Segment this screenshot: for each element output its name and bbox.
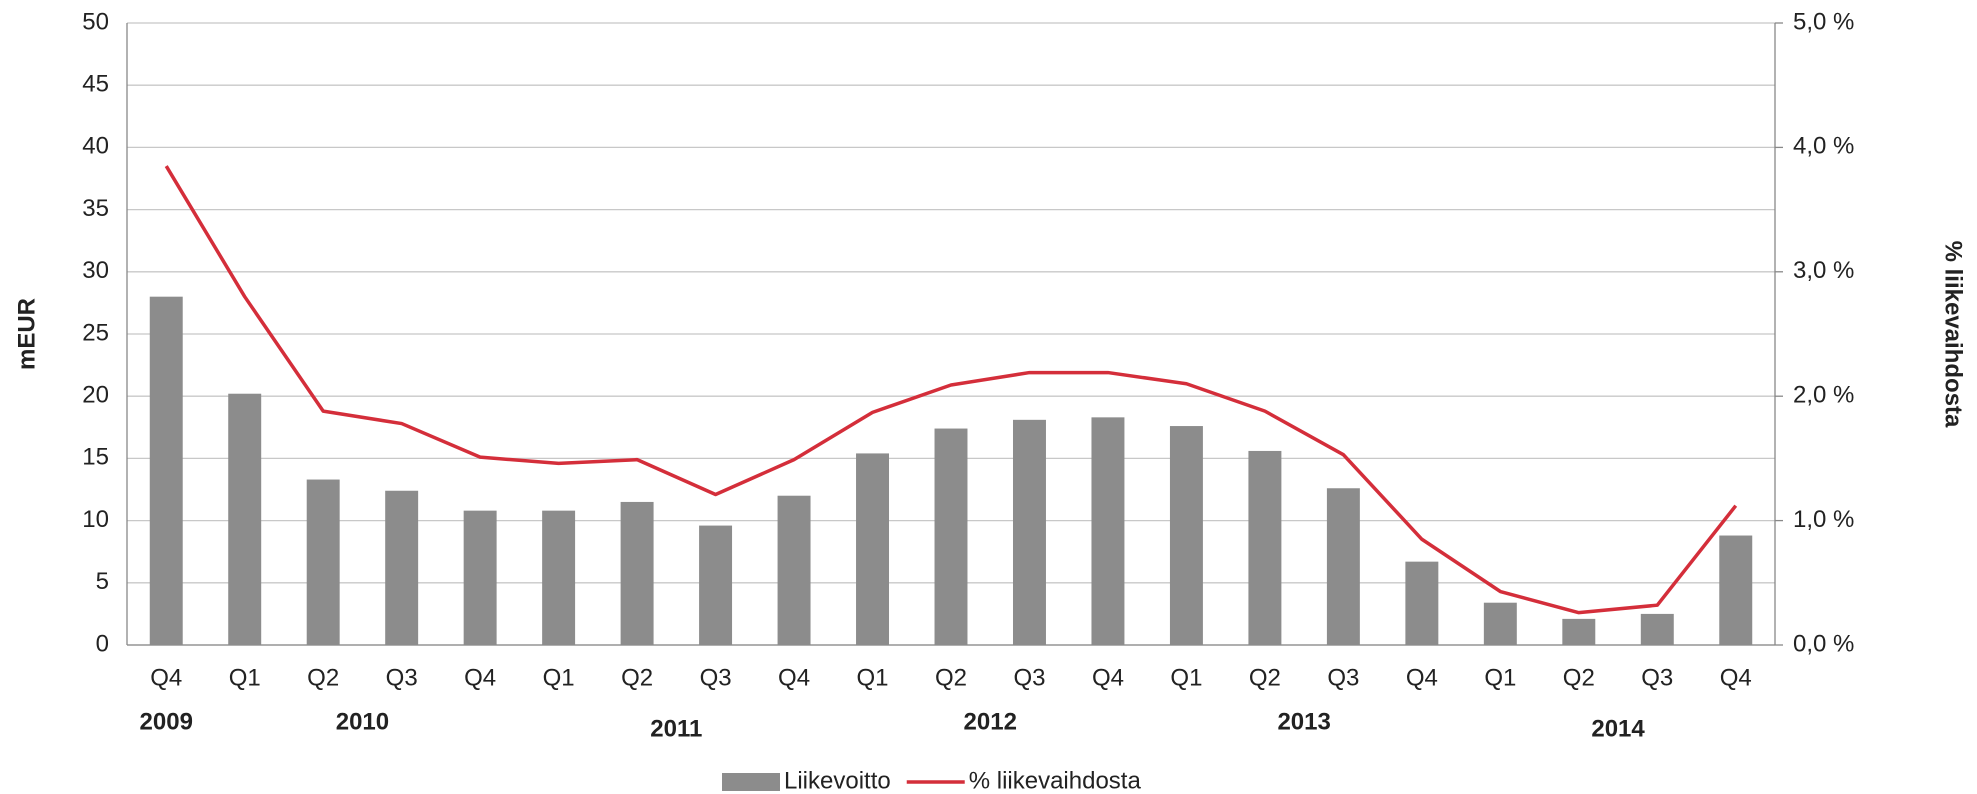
y-tick-label: 50 <box>82 8 109 35</box>
bar <box>1483 602 1517 645</box>
x-tick-label: Q2 <box>1249 664 1281 691</box>
y2-tick-label: 0,0 % <box>1793 630 1854 657</box>
x-tick-label: Q4 <box>150 664 182 691</box>
bar <box>1326 488 1360 645</box>
x-tick-label: Q1 <box>1170 664 1202 691</box>
y-tick-label: 10 <box>82 506 109 533</box>
x-tick-label: Q1 <box>543 664 575 691</box>
y-tick-label: 35 <box>82 195 109 222</box>
bar <box>1405 561 1439 645</box>
bar <box>306 479 340 645</box>
x-tick-label: Q2 <box>1563 664 1595 691</box>
bar <box>1169 426 1203 645</box>
year-label: 2013 <box>1277 708 1330 735</box>
x-tick-label: Q4 <box>778 664 810 691</box>
y-tick-label: 5 <box>96 568 109 595</box>
x-tick-label: Q1 <box>857 664 889 691</box>
x-tick-label: Q3 <box>1013 664 1045 691</box>
year-label: 2011 <box>650 715 702 742</box>
bar <box>149 296 183 645</box>
year-label: 2012 <box>964 708 1017 735</box>
x-tick-label: Q3 <box>700 664 732 691</box>
x-tick-label: Q3 <box>386 664 418 691</box>
bar <box>385 490 419 645</box>
x-tick-label: Q4 <box>1720 664 1752 691</box>
bar <box>620 501 654 645</box>
y-tick-label: 40 <box>82 133 109 160</box>
x-tick-label: Q3 <box>1327 664 1359 691</box>
year-label: 2014 <box>1591 715 1645 742</box>
x-tick-label: Q3 <box>1641 664 1673 691</box>
bar <box>699 525 733 645</box>
bar <box>934 428 968 645</box>
x-tick-label: Q1 <box>1484 664 1516 691</box>
year-label: 2010 <box>336 708 389 735</box>
bar <box>1719 535 1753 645</box>
year-label: 2009 <box>140 708 193 735</box>
bar <box>777 495 811 645</box>
bar <box>1091 417 1125 645</box>
y-tick-label: 15 <box>82 444 109 471</box>
y-tick-label: 20 <box>82 382 109 409</box>
y2-tick-label: 1,0 % <box>1793 506 1854 533</box>
x-tick-label: Q1 <box>229 664 261 691</box>
y2-tick-label: 2,0 % <box>1793 382 1854 409</box>
bar <box>1012 419 1046 645</box>
x-tick-label: Q4 <box>464 664 496 691</box>
y2-tick-label: 4,0 % <box>1793 133 1854 160</box>
x-tick-label: Q2 <box>307 664 339 691</box>
bar <box>856 453 890 645</box>
bar <box>1562 618 1596 645</box>
y2-axis-title: % liikevaihdosta <box>1940 241 1967 428</box>
y2-tick-label: 5,0 % <box>1793 8 1854 35</box>
y-tick-label: 0 <box>96 630 109 657</box>
bar <box>463 510 497 645</box>
bar <box>1248 450 1282 645</box>
y2-tick-label: 3,0 % <box>1793 257 1854 284</box>
x-tick-label: Q4 <box>1092 664 1124 691</box>
x-tick-label: Q2 <box>621 664 653 691</box>
y-tick-label: 45 <box>82 71 109 98</box>
x-tick-label: Q4 <box>1406 664 1438 691</box>
y-tick-label: 25 <box>82 319 109 346</box>
bar <box>542 510 576 645</box>
legend-label: % liikevaihdosta <box>969 767 1142 794</box>
bar <box>1640 613 1674 645</box>
y-tick-label: 30 <box>82 257 109 284</box>
line <box>164 165 1738 615</box>
x-tick-label: Q2 <box>935 664 967 691</box>
legend-label: Liikevoitto <box>784 767 891 794</box>
y-axis-title: mEUR <box>13 298 40 370</box>
bar <box>228 393 262 645</box>
legend-swatch <box>722 773 780 791</box>
